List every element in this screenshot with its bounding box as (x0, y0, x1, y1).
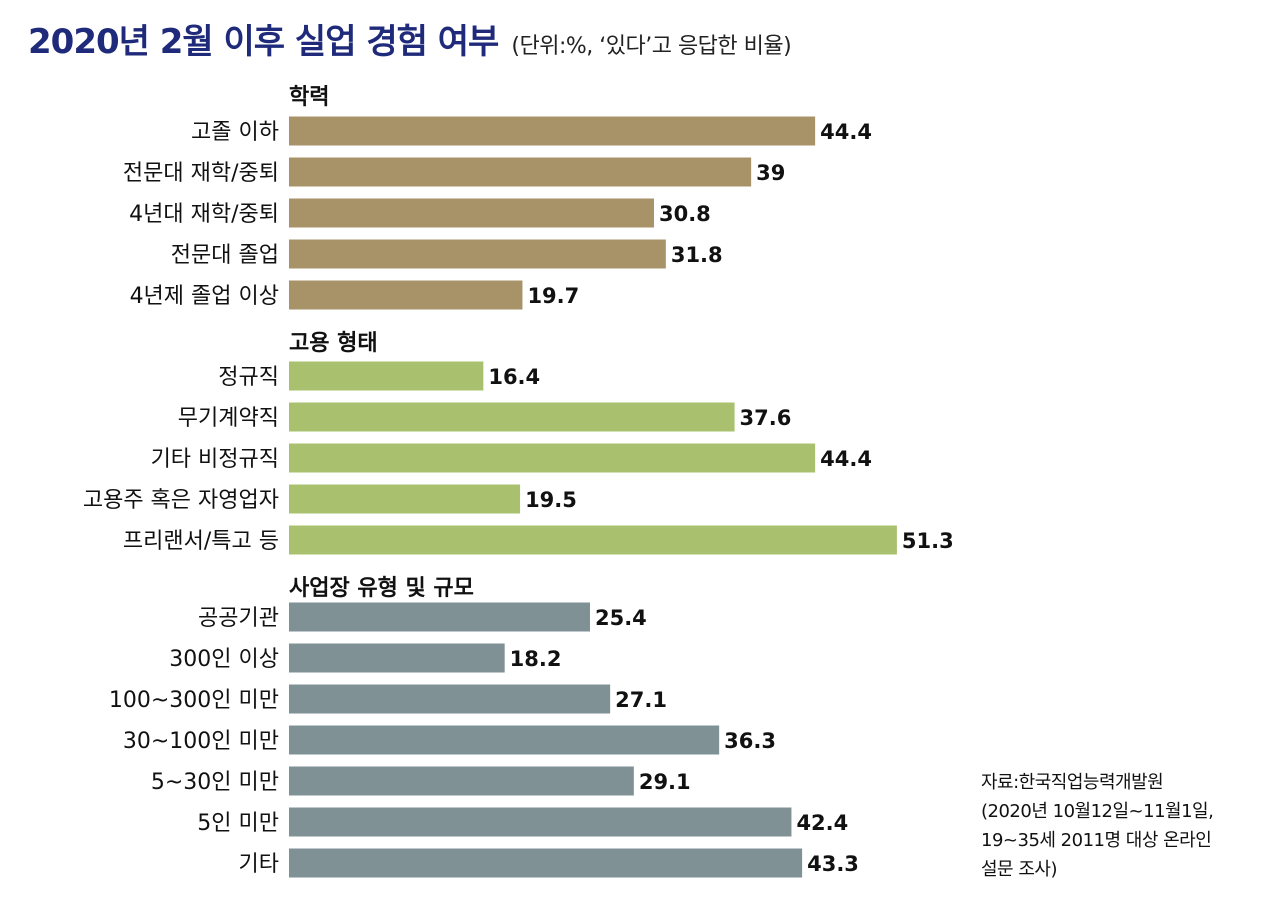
bar (289, 766, 634, 796)
group-title: 고용 형태 (289, 331, 378, 356)
category-label: 100~300인 미만 (109, 688, 279, 713)
source-note: 자료:한국직업능력개발원 (2020년 10월12일~11월1일, 19~35세… (981, 768, 1214, 884)
value-label: 36.3 (724, 729, 776, 753)
category-label: 5~30인 미만 (151, 770, 279, 795)
category-label: 전문대 졸업 (171, 243, 279, 268)
value-label: 42.4 (796, 811, 848, 835)
value-label: 30.8 (659, 202, 711, 226)
value-label: 19.7 (527, 284, 579, 308)
source-line: (2020년 10월12일~11월1일, (981, 801, 1214, 822)
value-label: 51.3 (902, 529, 954, 553)
bar (289, 525, 897, 555)
group-title: 사업장 유형 및 규모 (289, 576, 474, 601)
bar (289, 484, 521, 514)
value-label: 31.8 (671, 243, 723, 267)
bar (289, 684, 611, 714)
bar (289, 198, 654, 228)
value-label: 44.4 (820, 120, 872, 144)
bar (289, 807, 792, 837)
value-label: 27.1 (615, 688, 667, 712)
category-label: 4년대 재학/중퇴 (129, 202, 279, 227)
value-label: 43.3 (807, 852, 859, 876)
bar (289, 116, 816, 146)
bar (289, 402, 735, 432)
category-label: 4년제 졸업 이상 (130, 284, 279, 309)
bar (289, 643, 505, 673)
category-label: 프리랜서/특고 등 (123, 529, 279, 554)
category-label: 고졸 이하 (191, 120, 279, 145)
source-line: 설문 조사) (981, 859, 1057, 880)
chart-subtitle: (단위:%, ‘있다’고 응답한 비율) (511, 34, 792, 59)
category-label: 고용주 혹은 자영업자 (83, 488, 279, 513)
category-label: 무기계약직 (178, 406, 279, 431)
value-label: 37.6 (740, 406, 792, 430)
category-label: 전문대 재학/중퇴 (123, 161, 279, 186)
bar (289, 280, 523, 310)
category-label: 기타 비정규직 (151, 447, 279, 472)
value-label: 44.4 (820, 447, 872, 471)
source-line: 자료:한국직업능력개발원 (981, 772, 1164, 793)
title-row: 2020년 2월 이후 실업 경험 여부 (단위:%, ‘있다’고 응답한 비율… (28, 14, 792, 63)
category-label: 30~100인 미만 (123, 729, 279, 754)
bar (289, 725, 720, 755)
group-title: 학력 (289, 85, 329, 110)
value-label: 19.5 (525, 488, 577, 512)
chart-title: 2020년 2월 이후 실업 경험 여부 (28, 22, 499, 62)
category-label: 정규직 (218, 365, 279, 390)
bar (289, 443, 816, 473)
value-label: 18.2 (510, 647, 562, 671)
category-label: 5인 미만 (197, 811, 279, 836)
bar (289, 848, 803, 878)
value-label: 25.4 (595, 606, 647, 630)
value-label: 39 (756, 161, 785, 185)
category-label: 300인 이상 (169, 647, 279, 672)
category-label: 공공기관 (198, 606, 279, 631)
bar (289, 157, 752, 187)
value-label: 16.4 (488, 365, 540, 389)
bar (289, 239, 666, 269)
category-label: 기타 (239, 852, 279, 877)
bar (289, 361, 484, 391)
source-line: 19~35세 2011명 대상 온라인 (981, 830, 1212, 851)
value-label: 29.1 (639, 770, 691, 794)
bar (289, 602, 590, 632)
